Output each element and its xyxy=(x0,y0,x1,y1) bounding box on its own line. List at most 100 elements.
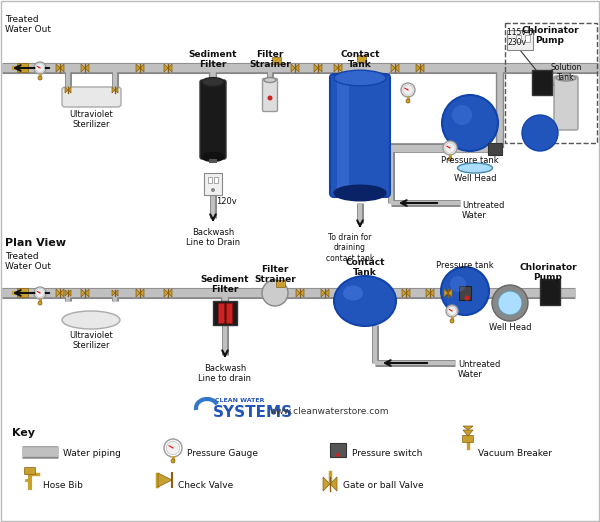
Ellipse shape xyxy=(264,77,276,82)
Text: Pressure tank: Pressure tank xyxy=(441,156,499,165)
Text: Vacuum Breaker: Vacuum Breaker xyxy=(478,449,552,458)
Polygon shape xyxy=(334,64,338,72)
Polygon shape xyxy=(81,289,85,297)
Polygon shape xyxy=(136,64,140,72)
Polygon shape xyxy=(164,64,168,72)
Text: Pressure tank: Pressure tank xyxy=(436,261,494,270)
Text: Backwash
Line to Drain: Backwash Line to Drain xyxy=(186,228,240,247)
Polygon shape xyxy=(112,290,115,296)
FancyBboxPatch shape xyxy=(200,80,226,159)
Polygon shape xyxy=(325,289,329,297)
Bar xyxy=(516,35,521,42)
Polygon shape xyxy=(463,430,473,436)
Circle shape xyxy=(268,96,272,101)
Text: Pressure switch: Pressure switch xyxy=(352,449,422,458)
Circle shape xyxy=(445,143,455,153)
Ellipse shape xyxy=(556,75,576,81)
Ellipse shape xyxy=(334,70,386,86)
Polygon shape xyxy=(296,289,300,297)
Text: SYSTEMS: SYSTEMS xyxy=(213,405,293,420)
Text: Untreated
Water: Untreated Water xyxy=(462,201,505,220)
Text: Well Head: Well Head xyxy=(454,174,496,183)
Bar xyxy=(488,143,502,155)
Circle shape xyxy=(492,285,528,321)
Text: Pressure Gauge: Pressure Gauge xyxy=(187,449,258,458)
Circle shape xyxy=(401,83,415,97)
Polygon shape xyxy=(81,64,85,72)
Text: www.cleanwaterstore.com: www.cleanwaterstore.com xyxy=(270,407,389,416)
Polygon shape xyxy=(136,289,140,297)
Circle shape xyxy=(522,115,558,151)
FancyBboxPatch shape xyxy=(554,76,578,130)
Polygon shape xyxy=(158,473,172,487)
Text: Water piping: Water piping xyxy=(63,449,121,458)
Text: Treated
Water Out: Treated Water Out xyxy=(5,252,51,271)
Polygon shape xyxy=(168,289,172,297)
Polygon shape xyxy=(444,289,448,297)
Polygon shape xyxy=(140,289,144,297)
Ellipse shape xyxy=(202,152,224,161)
Circle shape xyxy=(262,280,288,306)
Circle shape xyxy=(403,85,413,95)
Polygon shape xyxy=(60,64,64,72)
Text: Backwash
Line to drain: Backwash Line to drain xyxy=(199,364,251,383)
FancyBboxPatch shape xyxy=(17,289,29,298)
Bar xyxy=(507,30,533,50)
Circle shape xyxy=(171,459,175,463)
FancyBboxPatch shape xyxy=(272,57,281,65)
Ellipse shape xyxy=(334,185,386,201)
Circle shape xyxy=(35,289,44,298)
Circle shape xyxy=(450,319,454,323)
Polygon shape xyxy=(426,289,430,297)
Text: 120v: 120v xyxy=(216,197,237,206)
Bar xyxy=(204,173,222,195)
Ellipse shape xyxy=(202,78,224,87)
Text: Plan View: Plan View xyxy=(5,238,66,248)
Text: Contact
Tank: Contact Tank xyxy=(345,258,385,277)
Ellipse shape xyxy=(343,286,363,301)
Circle shape xyxy=(498,291,522,315)
Text: Filter
Strainer: Filter Strainer xyxy=(249,50,291,69)
FancyBboxPatch shape xyxy=(277,280,286,288)
Bar xyxy=(540,279,560,305)
FancyBboxPatch shape xyxy=(337,82,349,189)
FancyBboxPatch shape xyxy=(463,435,473,443)
Text: Chlorinator
Pump: Chlorinator Pump xyxy=(519,263,577,282)
Polygon shape xyxy=(391,64,395,72)
Text: Ultraviolet
Sterilizer: Ultraviolet Sterilizer xyxy=(69,110,113,129)
Bar xyxy=(226,303,232,323)
Text: Filter
Strainer: Filter Strainer xyxy=(254,265,296,284)
Bar xyxy=(213,301,237,325)
Ellipse shape xyxy=(62,311,120,329)
Polygon shape xyxy=(314,64,318,72)
Bar xyxy=(532,70,552,95)
Polygon shape xyxy=(463,426,473,430)
Circle shape xyxy=(336,453,340,457)
Polygon shape xyxy=(85,64,89,72)
Circle shape xyxy=(34,62,46,74)
Circle shape xyxy=(38,301,42,305)
FancyBboxPatch shape xyxy=(62,87,121,107)
Polygon shape xyxy=(65,290,68,296)
Polygon shape xyxy=(56,289,60,297)
Circle shape xyxy=(164,439,182,457)
FancyBboxPatch shape xyxy=(330,74,390,197)
Polygon shape xyxy=(430,289,434,297)
Circle shape xyxy=(442,95,498,151)
Polygon shape xyxy=(291,64,295,72)
Text: CLEAN WATER: CLEAN WATER xyxy=(215,398,265,403)
Polygon shape xyxy=(406,289,410,297)
Polygon shape xyxy=(402,289,406,297)
Polygon shape xyxy=(140,64,144,72)
Text: Solution
Tank: Solution Tank xyxy=(550,63,581,82)
Bar xyxy=(208,177,212,183)
Text: To drain for
draining
contact tank: To drain for draining contact tank xyxy=(326,233,374,263)
Circle shape xyxy=(450,276,466,292)
Ellipse shape xyxy=(334,276,396,326)
Polygon shape xyxy=(323,477,330,491)
Bar xyxy=(218,303,224,323)
Bar xyxy=(214,177,218,183)
Circle shape xyxy=(452,105,472,125)
Circle shape xyxy=(446,305,458,317)
Circle shape xyxy=(443,141,457,155)
